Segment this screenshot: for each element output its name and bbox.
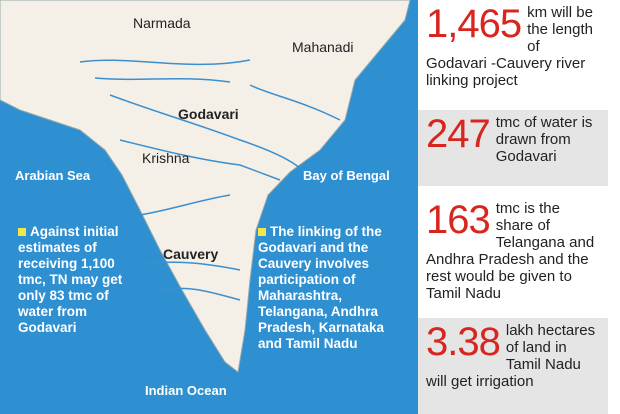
stat-number: 3.38 xyxy=(426,320,501,364)
land xyxy=(0,0,411,373)
stat-number: 247 xyxy=(426,112,491,156)
river-label: Mahanadi xyxy=(292,39,354,55)
stat-text: tmc of water is drawn from Godavari xyxy=(495,114,593,165)
stat-number: 1,465 xyxy=(426,2,522,46)
stat-number: 163 xyxy=(426,198,491,242)
river-label: Narmada xyxy=(133,15,191,31)
stat-box: 163 tmc is the share of Telangana and An… xyxy=(418,196,608,304)
stats-panel: 1,465 km will be the length of Godavari … xyxy=(418,0,608,414)
note: Against initial estimates of receiving 1… xyxy=(18,224,130,336)
note: The linking of the Godavari and the Cauv… xyxy=(258,224,398,352)
sea-label: Arabian Sea xyxy=(15,168,91,183)
map: Narmada Mahanadi Godavari Krishna Cauver… xyxy=(0,0,418,414)
river-label: Krishna xyxy=(142,150,190,166)
stat-text: lakh hectares of land in Tamil Nadu will… xyxy=(426,322,596,390)
stat-text: km will be the length of Godavari -Cauve… xyxy=(426,4,593,89)
sea-label: Bay of Bengal xyxy=(303,168,390,183)
river-label: Godavari xyxy=(178,106,239,122)
stat-text: tmc is the share of Telangana and Andhra… xyxy=(426,200,595,302)
stat-box: 247 tmc of water is drawn from Godavari xyxy=(418,110,608,186)
stat-box: 1,465 km will be the length of Godavari … xyxy=(418,0,608,100)
note-text: The linking of the Godavari and the Cauv… xyxy=(258,224,385,351)
sea-label: Indian Ocean xyxy=(145,383,227,398)
river-label: Cauvery xyxy=(163,246,218,262)
stat-box: 3.38 lakh hectares of land in Tamil Nadu… xyxy=(418,318,608,414)
rivers xyxy=(79,59,341,301)
note-text: Against initial estimates of receiving 1… xyxy=(18,224,123,335)
